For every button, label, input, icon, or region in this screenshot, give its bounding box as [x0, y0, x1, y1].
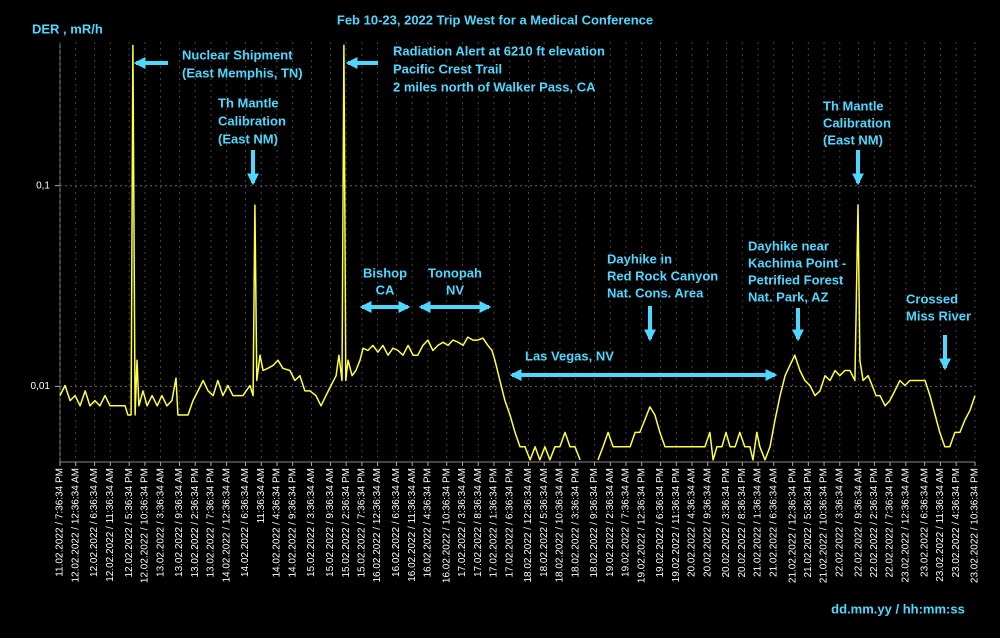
x-tick-label: 17.02.2022 / 3:36:34 AM [457, 468, 468, 577]
x-tick-label: 23.02.2022 / 6:36:34 AM [919, 468, 930, 577]
x-tick-label: 21.02.2022 / 5:36:34 PM [803, 468, 814, 578]
x-tick-label: 18.02.2022 / 10:36:34 AM [555, 468, 566, 583]
x-tick-label: 16.02.2022 / 4:36:34 PM [423, 468, 434, 578]
annotation-text: Radiation Alert at 6210 ft elevation [393, 43, 605, 58]
annotation-text: Kachima Point - [748, 255, 846, 270]
x-tick-label: 13.02.2022 / 9:36:34 AM [174, 468, 185, 577]
x-tick-label: 14.02.2022 / 6:36:34 AM [240, 468, 251, 577]
chart-title: Feb 10-23, 2022 Trip West for a Medical … [337, 12, 653, 27]
x-tick-label: 21.02.2022 / 12:36:34 PM [787, 468, 798, 583]
x-axis-label: dd.mm.yy / hh:mm:ss [831, 601, 965, 616]
annotation-text: Dayhike in [607, 251, 672, 266]
annotation-text: (East NM) [218, 131, 278, 146]
annotation-text: Calibration [218, 113, 286, 128]
x-tick-label: 15.02.2022 / 9:36:34 AM [325, 468, 336, 577]
annotation-text: Nuclear Shipment [182, 47, 293, 62]
x-tick-label: 11.02.2022 / 7:36:34 PM [55, 468, 66, 577]
x-tick-label: 23.02.2022 / 11:36:34 AM [935, 468, 946, 582]
y-tick-label: 0,01 [31, 381, 51, 392]
x-tick-label: 19.02.2022 / 11:36:34 PM [671, 468, 682, 582]
annotation-text: Tonopah [428, 265, 482, 280]
annotation-text: Nat. Park, AZ [748, 289, 828, 304]
x-tick-label: 15.02.2022 / 7:36:34 PM [356, 468, 367, 578]
x-tick-label: 16.02.2022 / 6:36:34 AM [391, 468, 402, 577]
annotation-text: 2 miles north of Walker Pass, CA [393, 79, 596, 94]
x-tick-label: 16.02.2022 / 10:36:34 PM [441, 468, 452, 583]
x-tick-label: 20.02.2022 / 3:36:34 PM [721, 468, 732, 578]
annotation-text: Dayhike near [748, 238, 829, 253]
annotation-text: Crossed [906, 291, 958, 306]
x-tick-label: 20.02.2022 / 4:36:34 AM [687, 468, 698, 577]
annotation-text: Th Mantle [218, 95, 279, 110]
annotation-text: Pacific Crest Trail [393, 61, 502, 76]
data-line [59, 44, 976, 461]
x-tick-label: 16.02.2022 / 12:36:34 AM [372, 468, 383, 583]
x-tick-label: 12.02.2022 / 10:36:34 PM [140, 468, 151, 583]
annotation-text: NV [446, 282, 464, 297]
annotation-text: Miss River [906, 308, 971, 323]
x-tick-label: 12.02.2022 / 12:36:34 AM [70, 468, 81, 583]
x-tick-label: 18.02.2022 / 3:36:34 PM [570, 468, 581, 578]
x-tick-label: 22.02.2022 / 9:36:34 AM [853, 468, 864, 577]
x-tick-label: 18.02.2022 / 9:36:34 PM [589, 468, 600, 578]
x-tick-label: 21.02.2022 / 10:36:34 PM [819, 468, 830, 583]
x-tick-label: 14.02.2022 / 12:36:34 AM [221, 468, 232, 583]
x-tick-label: 13.02.2022 / 2:36:34 PM [190, 468, 201, 578]
x-tick-label: 18.02.2022 / 5:36:34 AM [539, 468, 550, 577]
x-tick-label: 11:36:34 AM [256, 468, 267, 523]
x-tick-label: 21.02.2022 / 6:36:34 AM [768, 468, 779, 577]
x-tick-label: 17.02.2022 / 8:36:34 AM [473, 468, 484, 577]
x-tick-label: 12.02.2022 / 5:36:34 PM [124, 468, 135, 578]
x-tick-label: 20.02.2022 / 8:36:34 PM [737, 468, 748, 578]
x-tick-label: 12.02.2022 / 11:36:34 AM [105, 468, 116, 582]
annotation-text: Nat. Cons. Area [607, 285, 704, 300]
x-tick-label: 19.02.2022 / 12:36:34 PM [636, 468, 647, 583]
x-tick-label: 14.02.2022 / 9:36:34 PM [287, 468, 298, 578]
annotation-text: Petrified Forest [748, 272, 844, 287]
x-tick-label: 21.02.2022 / 1:36:34 AM [753, 468, 764, 577]
x-tick-label: 22.02.2022 / 2:36:34 PM [869, 468, 880, 578]
annotation-text: Red Rock Canyon [607, 268, 718, 283]
annotation-text: (East NM) [823, 132, 883, 147]
x-tick-label: 19.02.2022 / 2:36:34 AM [605, 468, 616, 577]
x-tick-label: 19.02.2022 / 7:36:34 AM [621, 468, 632, 577]
x-tick-label: 13.02.2022 / 7:36:34 PM [206, 468, 217, 578]
x-tick-label: 12.02.2022 / 6:36:34 AM [89, 468, 100, 577]
x-tick-label: 22.02.2022 / 7:36:34 PM [885, 468, 896, 578]
x-tick-label: 15.02.2022 / 2:36:34 PM [341, 468, 352, 578]
x-tick-label: 22.02.2022 / 3:36:34 AM [834, 468, 845, 577]
x-tick-label: 14.02.2022 / 4:36:34 PM [272, 468, 283, 578]
x-tick-label: 19.02.2022 / 6:36:34 PM [655, 468, 666, 578]
x-tick-label: 23.02.2022 / 4:36:34 PM [951, 468, 962, 578]
y-tick-label: 0,1 [36, 180, 50, 191]
x-tick-label: 18.02.2022 / 12:36:34 AM [523, 468, 534, 583]
annotation-text: Th Mantle [823, 98, 884, 113]
annotation-text: Calibration [823, 115, 891, 130]
annotation-text: CA [376, 282, 395, 297]
x-tick-label: 20.02.2022 / 9:36:34 AM [702, 468, 713, 577]
x-tick-label: 13.02.2022 / 3:36:34 AM [155, 468, 166, 577]
x-tick-label: 17.02.2022 / 6:36:34 PM [504, 468, 515, 578]
y-axis-label: DER , mR/h [32, 21, 103, 36]
x-tick-label: 23.02.2022 / 12:36:34 AM [900, 468, 911, 583]
annotation-text: (East Memphis, TN) [182, 65, 303, 80]
x-tick-label: 17.02.2022 / 1:36:34 PM [489, 468, 500, 578]
annotation-text: Las Vegas, NV [525, 348, 614, 363]
x-tick-label: 16.02.2022 / 11:36:34 AM [407, 468, 418, 582]
x-tick-label: 15.02.2022 / 3:36:34 AM [306, 468, 317, 577]
annotation-text: Bishop [363, 265, 407, 280]
x-tick-label: 23.02.2022 / 10:36:34 PM [970, 468, 981, 583]
